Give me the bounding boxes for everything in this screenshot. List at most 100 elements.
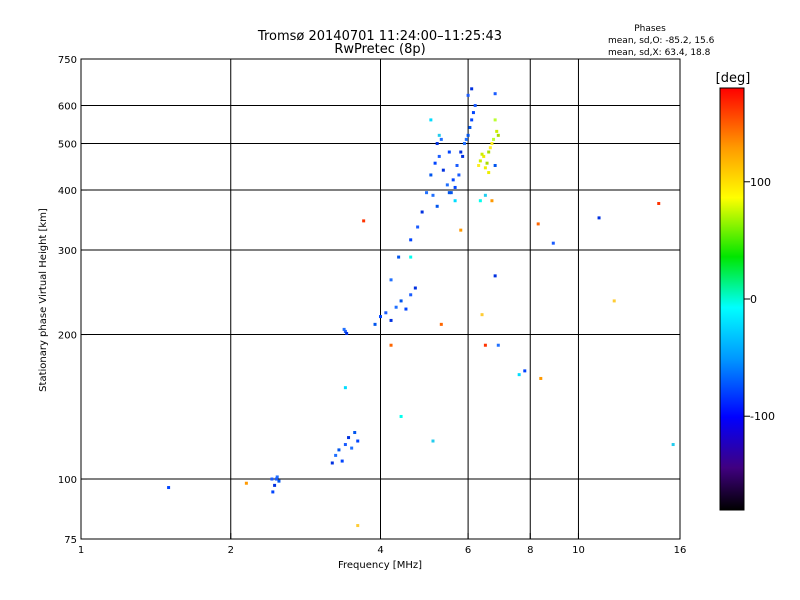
x-tick-label: 4 — [377, 545, 383, 556]
data-point — [356, 524, 360, 528]
data-point — [455, 163, 459, 167]
y-tick-label: 500 — [58, 140, 77, 151]
x-tick-label: 6 — [465, 545, 471, 556]
chart-title: Tromsø 20140701 11:24:00–11:25:43 — [257, 29, 502, 44]
data-point — [274, 477, 278, 481]
data-point — [490, 142, 494, 146]
data-point — [429, 173, 433, 177]
data-point — [485, 161, 489, 165]
colorbar-ticks: 100 0 -100 — [744, 176, 775, 423]
data-point — [483, 166, 487, 170]
data-point — [483, 343, 487, 347]
data-point — [490, 199, 494, 203]
data-point — [337, 448, 341, 452]
data-point — [487, 171, 491, 175]
data-point — [437, 133, 441, 137]
data-point — [466, 133, 470, 137]
data-point — [384, 311, 388, 315]
data-point — [399, 414, 403, 418]
data-point — [435, 142, 439, 146]
data-point — [270, 477, 274, 481]
data-point — [439, 322, 443, 326]
data-point — [487, 150, 491, 154]
data-point — [429, 118, 433, 122]
data-point — [447, 150, 451, 154]
data-point — [466, 93, 470, 97]
data-point — [431, 439, 435, 443]
data-point — [409, 255, 413, 259]
data-point — [404, 307, 408, 311]
data-point — [493, 118, 497, 122]
data-point — [420, 210, 424, 214]
data-point — [441, 168, 445, 172]
data-point — [277, 479, 281, 483]
y-tick-label: 400 — [58, 186, 77, 197]
data-point — [468, 125, 472, 129]
data-point — [389, 318, 393, 322]
data-point — [449, 191, 453, 195]
data-point — [273, 483, 277, 487]
data-point — [356, 439, 360, 443]
colorbar-tick-label: 0 — [750, 293, 757, 306]
data-point — [397, 255, 401, 259]
y-tick-label: 600 — [58, 102, 77, 113]
data-point — [345, 331, 349, 335]
data-point — [451, 178, 455, 182]
x-tick-label: 2 — [228, 545, 234, 556]
colorbar-tick-label: -100 — [750, 410, 775, 423]
data-point — [271, 490, 275, 494]
data-point — [416, 225, 420, 229]
data-point — [343, 329, 347, 333]
data-point — [413, 286, 417, 290]
data-point — [362, 219, 366, 223]
data-point — [517, 373, 521, 377]
data-point — [453, 185, 457, 189]
data-point — [389, 343, 393, 347]
colorbar-tick-label: 100 — [750, 176, 771, 189]
x-axis-ticks: 1 2 4 6 8 10 16 — [78, 533, 686, 556]
data-point — [167, 486, 171, 490]
data-point — [470, 87, 474, 91]
data-point — [445, 183, 449, 187]
data-point — [477, 163, 481, 167]
data-point — [495, 129, 499, 133]
y-axis-ticks: 75 100 200 300 400 500 600 750 — [58, 55, 87, 546]
y-tick-label: 75 — [64, 535, 77, 546]
data-point — [488, 146, 492, 150]
phases-o-stats: mean, sd,O: -85.2, 15.6 — [608, 36, 715, 46]
data-point — [480, 152, 484, 156]
data-point — [447, 191, 451, 195]
data-point — [496, 343, 500, 347]
data-point — [342, 327, 346, 331]
data-point — [483, 193, 487, 197]
y-tick-label: 750 — [58, 55, 77, 66]
data-point — [478, 159, 482, 163]
data-point — [433, 161, 437, 165]
data-point — [493, 92, 497, 96]
data-point — [471, 111, 475, 115]
data-point — [379, 315, 382, 319]
data-point — [461, 154, 465, 158]
data-point — [459, 228, 463, 232]
data-point — [462, 142, 466, 146]
data-point — [373, 322, 377, 326]
data-point — [425, 191, 429, 195]
data-point — [275, 475, 279, 479]
data-point — [347, 436, 351, 440]
data-point — [470, 118, 474, 122]
y-tick-label: 300 — [58, 246, 77, 257]
data-point — [482, 154, 486, 158]
data-point — [657, 201, 661, 205]
phases-heading: Phases — [634, 24, 666, 34]
data-point — [399, 299, 403, 303]
data-points — [167, 87, 675, 528]
y-axis-label: Stationary phase Virtual Height [km] — [38, 208, 49, 392]
y-tick-label: 200 — [58, 331, 77, 342]
phases-x-stats: mean, sd,X: 63.4, 18.8 — [608, 48, 711, 58]
data-point — [523, 369, 527, 373]
data-point — [334, 453, 338, 457]
data-point — [539, 376, 543, 380]
data-point — [330, 461, 334, 465]
data-point — [457, 173, 461, 177]
colorbar — [719, 87, 745, 511]
